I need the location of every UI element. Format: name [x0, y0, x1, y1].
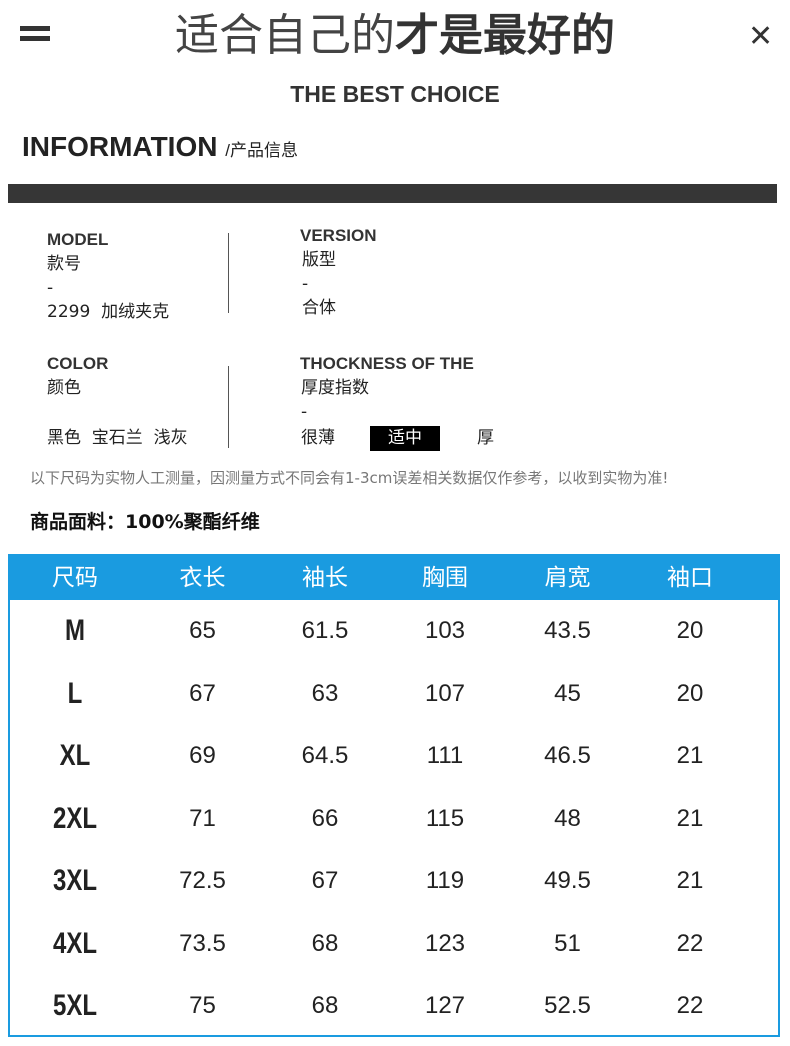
version-cn: 版型 — [302, 250, 336, 270]
column-header: 胸围 — [422, 565, 468, 591]
color-cn: 颜色 — [47, 378, 81, 398]
table-row: 2XL 71 66 115 48 21 — [10, 788, 778, 851]
table-cell: 69 — [189, 742, 216, 769]
table-cell: 123 — [424, 929, 466, 957]
table-cell: 111 — [426, 742, 464, 769]
table-cell: 49.5 — [544, 867, 591, 894]
table-row: L 67 63 107 45 20 — [10, 663, 778, 726]
table-cell: 103 — [424, 617, 466, 644]
table-cell: 52.5 — [544, 992, 591, 1019]
fabric-info: 商品面料：100%聚酯纤维 — [30, 511, 260, 533]
version-label: VERSION — [300, 226, 377, 245]
table-cell: 119 — [425, 867, 465, 894]
table-row: 4XL 73.5 68 123 51 22 — [10, 913, 778, 976]
size-cell: M — [65, 614, 85, 647]
table-cell: 21 — [676, 867, 704, 894]
thickness-dash: - — [301, 402, 308, 422]
table-cell: 67 — [189, 679, 216, 707]
page-title: 适合自己的才是最好的 — [175, 10, 615, 61]
table-cell: 63 — [311, 679, 339, 707]
model-dash: - — [47, 278, 54, 298]
size-cell: 5XL — [52, 989, 98, 1022]
table-cell: 48 — [554, 804, 581, 832]
divider — [228, 366, 229, 448]
table-cell: 51 — [554, 929, 581, 957]
version-dash: - — [302, 274, 309, 294]
close-icon[interactable]: ✕ — [748, 19, 774, 54]
table-cell: 20 — [676, 617, 704, 644]
column-header: 衣长 — [179, 565, 226, 591]
model-value: 2299 加绒夹克 — [47, 302, 170, 322]
table-cell: 22 — [676, 929, 704, 957]
table-cell: 64.5 — [301, 742, 349, 769]
thickness-selected: 适中 — [370, 426, 440, 451]
divider — [228, 233, 229, 313]
table-header: 尺码 衣长 袖长 胸围 肩宽 袖口 — [10, 556, 778, 600]
size-cell: L — [67, 676, 83, 710]
table-cell: 72.5 — [179, 867, 226, 894]
size-cell: 3XL — [52, 864, 98, 897]
thickness-option: 很薄 — [301, 428, 335, 448]
size-cell: 2XL — [52, 801, 98, 835]
table-cell: 115 — [425, 804, 465, 832]
table-cell: 22 — [676, 992, 704, 1019]
table-body: M 65 61.5 103 43.5 20 L 67 63 107 45 20 XL 69 64.5 111 4… — [10, 600, 778, 1038]
menu-icon[interactable] — [20, 26, 50, 42]
table-cell: 107 — [424, 679, 466, 707]
table-cell: 73.5 — [179, 929, 226, 957]
thickness-label: THOCKNESS OF THE — [300, 354, 474, 373]
version-value: 合体 — [302, 298, 336, 318]
table-cell: 20 — [676, 679, 704, 707]
table-cell: 21 — [676, 804, 704, 832]
table-row: 5XL 75 68 127 52.5 22 — [10, 975, 778, 1038]
size-cell: 4XL — [52, 926, 98, 960]
model-cn: 款号 — [47, 254, 81, 274]
table-cell: 66 — [311, 804, 339, 832]
size-cell: XL — [59, 739, 91, 772]
measurement-note: 以下尺码为实物人工测量，因测量方式不同会有1-3cm误差相关数据仅作参考，以收到… — [30, 469, 669, 487]
thickness-cn: 厚度指数 — [301, 378, 369, 398]
table-cell: 45 — [554, 679, 581, 707]
color-label: COLOR — [47, 354, 109, 373]
column-header: 袖口 — [667, 565, 713, 591]
table-row: XL 69 64.5 111 46.5 21 — [10, 725, 778, 788]
table-cell: 127 — [424, 992, 466, 1019]
model-label: MODEL — [47, 230, 109, 249]
page-subtitle: THE BEST CHOICE — [290, 81, 500, 107]
table-row: 3XL 72.5 67 119 49.5 21 — [10, 850, 778, 913]
column-header: 肩宽 — [544, 565, 591, 591]
table-cell: 65 — [189, 617, 216, 644]
table-cell: 67 — [311, 867, 339, 894]
table-cell: 46.5 — [544, 742, 591, 769]
size-table: 尺码 衣长 袖长 胸围 肩宽 袖口 M 65 61.5 103 43.5 20 L 67 63 107 45 2… — [8, 554, 780, 1037]
table-cell: 21 — [676, 742, 704, 769]
column-header: 尺码 — [52, 565, 98, 591]
table-cell: 71 — [189, 804, 216, 832]
table-cell: 61.5 — [301, 617, 349, 644]
section-title: INFORMATION /产品信息 — [22, 131, 298, 162]
color-value: 黑色 宝石兰 浅灰 — [47, 428, 188, 448]
thickness-option: 厚 — [477, 428, 494, 448]
table-cell: 75 — [189, 992, 216, 1019]
table-row: M 65 61.5 103 43.5 20 — [10, 600, 778, 663]
table-cell: 68 — [311, 992, 339, 1019]
column-header: 袖长 — [302, 565, 348, 591]
divider-bar — [8, 184, 777, 203]
table-cell: 43.5 — [544, 617, 591, 644]
table-cell: 68 — [311, 929, 339, 957]
